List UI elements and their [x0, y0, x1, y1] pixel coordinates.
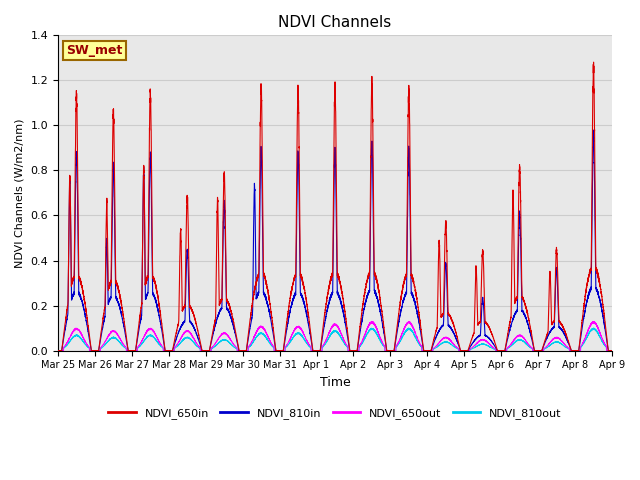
Y-axis label: NDVI Channels (W/m2/nm): NDVI Channels (W/m2/nm): [15, 118, 25, 268]
Text: SW_met: SW_met: [67, 44, 123, 57]
Line: NDVI_650out: NDVI_650out: [58, 322, 640, 350]
NDVI_810out: [84, 344, 92, 350]
NDVI_650in: [590, 60, 598, 65]
Line: NDVI_650in: NDVI_650in: [58, 62, 640, 350]
NDVI_810out: [268, 343, 276, 349]
NDVI_810out: [404, 325, 412, 331]
NDVI_810in: [524, 320, 531, 325]
NDVI_810in: [589, 127, 597, 133]
NDVI_810out: [404, 327, 412, 333]
NDVI_650out: [429, 345, 437, 351]
NDVI_810in: [268, 324, 276, 329]
NDVI_810in: [54, 348, 62, 353]
NDVI_810out: [524, 343, 531, 348]
NDVI_650in: [608, 348, 616, 353]
NDVI_650in: [492, 343, 500, 349]
NDVI_810out: [54, 348, 62, 353]
NDVI_650in: [404, 158, 412, 164]
NDVI_650out: [368, 319, 376, 324]
Title: NDVI Channels: NDVI Channels: [278, 15, 392, 30]
NDVI_810out: [429, 346, 437, 352]
NDVI_810out: [492, 348, 500, 353]
NDVI_650in: [429, 338, 437, 344]
X-axis label: Time: Time: [319, 376, 350, 389]
NDVI_810in: [429, 341, 437, 347]
NDVI_810in: [84, 326, 92, 332]
Line: NDVI_810in: NDVI_810in: [58, 130, 640, 350]
NDVI_650in: [84, 320, 92, 326]
NDVI_810in: [492, 346, 500, 351]
NDVI_650out: [404, 320, 412, 326]
NDVI_650out: [54, 348, 62, 353]
NDVI_650out: [268, 342, 276, 348]
NDVI_650out: [84, 342, 92, 348]
NDVI_650out: [524, 341, 531, 347]
NDVI_650in: [54, 348, 62, 353]
NDVI_810in: [608, 348, 616, 353]
Legend: NDVI_650in, NDVI_810in, NDVI_650out, NDVI_810out: NDVI_650in, NDVI_810in, NDVI_650out, NDV…: [104, 404, 566, 423]
NDVI_650in: [524, 311, 531, 317]
NDVI_650out: [492, 348, 500, 353]
NDVI_810in: [404, 208, 412, 214]
NDVI_650in: [268, 315, 276, 321]
Line: NDVI_810out: NDVI_810out: [58, 328, 640, 350]
